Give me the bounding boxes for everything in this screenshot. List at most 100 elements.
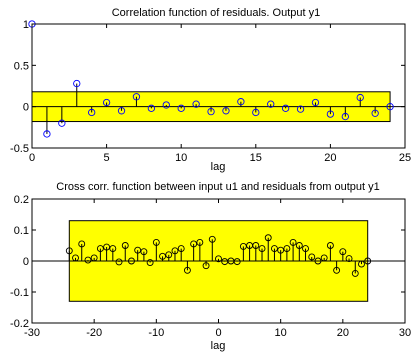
cross-correlation-y-tick-label: 0.1 bbox=[14, 225, 29, 237]
cross-correlation-point bbox=[171, 247, 179, 255]
autocorrelation-y-tick-label: 1 bbox=[23, 19, 29, 31]
autocorrelation-y-tick-label: 0 bbox=[23, 102, 29, 114]
cross-correlation-x-tick-label: -30 bbox=[24, 327, 40, 339]
cross-correlation-point bbox=[196, 238, 204, 246]
cross-correlation-point bbox=[333, 266, 341, 274]
cross-correlation-point bbox=[152, 238, 160, 246]
autocorrelation-point bbox=[73, 79, 81, 88]
autocorrelation-point bbox=[267, 100, 275, 108]
autocorrelation-plot-area bbox=[31, 23, 406, 149]
autocorrelation-point bbox=[386, 103, 394, 111]
cross-correlation-x-tick-label: 30 bbox=[399, 327, 411, 339]
autocorrelation-x-tick-label: 0 bbox=[29, 152, 35, 164]
autocorrelation-point bbox=[371, 109, 379, 117]
cross-correlation-point bbox=[121, 242, 129, 249]
autocorrelation-point bbox=[252, 108, 260, 117]
cross-correlation-point bbox=[146, 259, 154, 266]
cross-correlation-x-tick-label: -20 bbox=[86, 327, 102, 339]
cross-correlation-point bbox=[208, 235, 216, 243]
cross-correlation-x-tick-label: 10 bbox=[275, 327, 287, 339]
autocorrelation-x-label: lag bbox=[211, 161, 226, 173]
autocorrelation-title: Correlation function of residuals. Outpu… bbox=[112, 7, 321, 19]
cross-correlation-point bbox=[140, 248, 148, 256]
cross-correlation-point bbox=[190, 240, 198, 248]
autocorrelation-chart: Correlation function of residuals. Outpu… bbox=[10, 7, 411, 173]
cross-correlation-point bbox=[215, 255, 222, 263]
autocorrelation-point bbox=[102, 98, 111, 107]
autocorrelation-y-tick-label: 0.5 bbox=[14, 60, 29, 72]
cross-correlation-y-tick-label: 0 bbox=[23, 256, 29, 268]
autocorrelation-point bbox=[162, 101, 170, 109]
cross-correlation-point bbox=[358, 260, 365, 268]
autocorrelation-point bbox=[43, 130, 51, 138]
autocorrelation-point bbox=[88, 108, 96, 117]
cross-correlation-point bbox=[177, 245, 185, 253]
cross-correlation-y-tick-label: -0.1 bbox=[10, 287, 29, 299]
cross-correlation-title: Cross corr. function between input u1 an… bbox=[56, 181, 379, 193]
cross-correlation-point bbox=[109, 245, 117, 253]
cross-correlation-point bbox=[115, 258, 123, 266]
autocorrelation-point bbox=[58, 119, 66, 127]
cross-correlation-x-tick-label: -10 bbox=[148, 327, 164, 339]
cross-correlation-point bbox=[364, 257, 372, 265]
cross-correlation-point bbox=[271, 245, 278, 253]
cross-correlation-point bbox=[289, 238, 297, 246]
cross-correlation-chart: Cross corr. function between input u1 an… bbox=[10, 181, 411, 352]
cross-correlation-point bbox=[233, 258, 241, 266]
cross-correlation-point bbox=[78, 240, 86, 248]
cross-correlation-point bbox=[345, 255, 353, 262]
cross-correlation-x-tick-label: 0 bbox=[215, 327, 221, 339]
autocorrelation-point bbox=[326, 110, 335, 118]
autocorrelation-point bbox=[117, 107, 126, 115]
cross-correlation-point bbox=[264, 234, 272, 242]
autocorrelation-point bbox=[177, 104, 185, 112]
cross-correlation-point bbox=[295, 242, 303, 249]
autocorrelation-x-tick-label: 10 bbox=[175, 152, 187, 164]
cross-correlation-point bbox=[202, 262, 210, 270]
cross-correlation-point bbox=[134, 246, 142, 254]
autocorrelation-x-tick-label: 20 bbox=[324, 152, 336, 164]
cross-correlation-point bbox=[283, 245, 291, 253]
cross-correlation-point bbox=[252, 242, 260, 249]
cross-correlation-point bbox=[90, 254, 98, 262]
autocorrelation-point bbox=[192, 100, 200, 108]
cross-correlation-y-tick-label: 0.2 bbox=[14, 194, 29, 206]
cross-correlation-point bbox=[183, 266, 191, 274]
cross-correlation-point bbox=[320, 254, 328, 262]
autocorrelation-point bbox=[237, 98, 245, 106]
autocorrelation-point bbox=[296, 105, 305, 113]
autocorrelation-x-tick-label: 15 bbox=[250, 152, 262, 164]
cross-correlation-point bbox=[159, 252, 167, 260]
cross-correlation-point bbox=[65, 247, 73, 255]
autocorrelation-y-tick-label: -0.5 bbox=[10, 143, 29, 155]
cross-correlation-point bbox=[351, 269, 359, 277]
cross-correlation-point bbox=[103, 243, 111, 251]
cross-correlation-point bbox=[314, 257, 322, 265]
cross-correlation-point bbox=[302, 245, 309, 253]
cross-correlation-point bbox=[96, 245, 104, 253]
autocorrelation-point bbox=[207, 107, 215, 116]
cross-correlation-point bbox=[308, 253, 316, 261]
autocorrelation-point bbox=[341, 112, 349, 121]
autocorrelation-point bbox=[311, 98, 320, 107]
cross-correlation-point bbox=[165, 251, 173, 259]
cross-correlation-point bbox=[258, 245, 266, 253]
cross-correlation-point bbox=[84, 256, 92, 264]
autocorrelation-point bbox=[356, 93, 364, 102]
autocorrelation-point bbox=[147, 104, 156, 112]
autocorrelation-x-tick-label: 5 bbox=[104, 152, 110, 164]
cross-correlation-point bbox=[128, 257, 135, 265]
cross-correlation-x-label: lag bbox=[211, 340, 226, 352]
cross-correlation-point bbox=[339, 248, 347, 256]
cross-correlation-point bbox=[326, 242, 334, 249]
cross-correlation-x-tick-label: 20 bbox=[337, 327, 349, 339]
cross-correlation-y-tick-label: -0.2 bbox=[10, 318, 29, 330]
cross-correlation-point bbox=[72, 254, 79, 262]
cross-correlation-point bbox=[277, 246, 285, 254]
autocorrelation-point bbox=[132, 93, 141, 101]
autocorrelation-x-tick-label: 25 bbox=[399, 152, 411, 164]
autocorrelation-point bbox=[222, 107, 230, 115]
autocorrelation-point bbox=[281, 104, 290, 112]
